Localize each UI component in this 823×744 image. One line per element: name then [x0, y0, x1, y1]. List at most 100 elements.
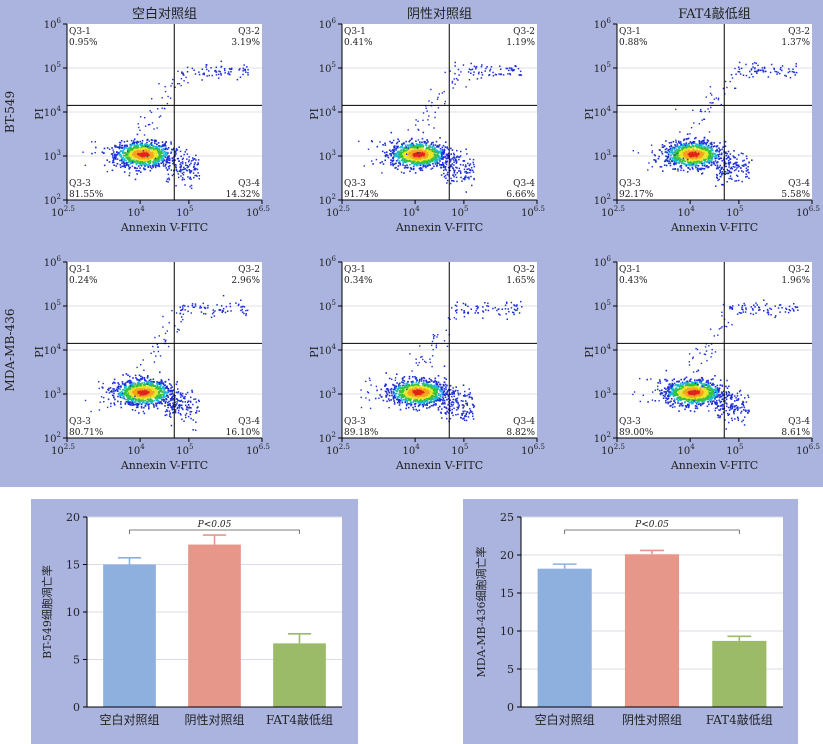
- event-dot: [136, 158, 139, 161]
- event-dot: [130, 162, 133, 164]
- event-dot: [113, 157, 115, 160]
- event-dot: [443, 165, 445, 167]
- event-dot: [704, 159, 706, 162]
- event-dot: [155, 164, 157, 166]
- event-dot: [123, 162, 125, 164]
- event-dot: [409, 163, 411, 166]
- event-dot: [393, 148, 396, 150]
- event-dot: [683, 159, 685, 161]
- event-dot: [385, 153, 388, 156]
- event-dot: [676, 162, 678, 164]
- event-dot: [702, 156, 705, 158]
- event-dot: [709, 147, 711, 149]
- event-dot: [738, 71, 741, 73]
- event-dot: [509, 73, 512, 76]
- scatter-dots: [84, 294, 249, 431]
- event-dot: [434, 163, 437, 165]
- event-dot: [495, 74, 498, 76]
- event-dot: [403, 161, 406, 163]
- event-dot: [716, 149, 719, 152]
- event-dot: [682, 158, 684, 161]
- event-dot: [180, 78, 183, 80]
- event-dot: [162, 155, 164, 158]
- event-dot: [172, 78, 174, 81]
- event-dot: [134, 374, 137, 377]
- event-dot: [440, 158, 443, 160]
- event-dot: [410, 157, 412, 160]
- event-dot: [175, 164, 177, 166]
- event-dot: [128, 394, 131, 397]
- event-dot: [700, 168, 702, 171]
- event-dot: [103, 147, 106, 150]
- event-dot: [734, 166, 736, 168]
- event-dot: [156, 156, 159, 158]
- event-dot: [375, 158, 378, 161]
- event-dot: [153, 151, 155, 153]
- event-dot: [431, 151, 434, 154]
- event-dot: [724, 80, 727, 83]
- event-dot: [124, 152, 127, 155]
- q1-name: Q3-1: [69, 27, 91, 37]
- event-dot: [166, 395, 169, 397]
- event-dot: [411, 153, 413, 155]
- event-dot: [129, 144, 132, 147]
- event-dot: [669, 158, 671, 160]
- event-dot: [419, 168, 421, 170]
- q1-name: Q3-1: [344, 27, 366, 37]
- event-dot: [683, 139, 685, 142]
- event-dot: [131, 161, 134, 163]
- event-dot: [140, 398, 143, 401]
- event-dot: [162, 152, 165, 154]
- event-dot: [148, 384, 150, 387]
- event-dot: [131, 158, 133, 160]
- event-dot: [148, 406, 150, 408]
- event-dot: [710, 106, 712, 109]
- event-dot: [130, 398, 132, 401]
- event-dot: [727, 157, 729, 159]
- event-dot: [198, 71, 200, 73]
- event-dot: [406, 160, 408, 163]
- event-dot: [675, 160, 677, 162]
- event-dot: [430, 168, 432, 170]
- event-dot: [444, 166, 446, 169]
- event-dot: [453, 176, 455, 178]
- event-dot: [400, 171, 403, 173]
- event-dot: [156, 127, 158, 129]
- q1-value: 0.41%: [344, 38, 373, 48]
- q4-value: 14.32%: [226, 190, 261, 200]
- event-dot: [693, 141, 696, 143]
- y-tick-label: 106: [319, 17, 337, 31]
- event-dot: [179, 150, 182, 153]
- event-dot: [409, 153, 411, 155]
- event-dot: [681, 149, 683, 151]
- event-dot: [698, 162, 700, 164]
- event-dot: [718, 153, 721, 156]
- event-dot: [419, 154, 422, 157]
- event-dot: [176, 158, 179, 160]
- event-dot: [172, 398, 174, 400]
- event-dot: [379, 141, 381, 143]
- event-dot: [727, 162, 729, 165]
- event-dot: [171, 399, 173, 401]
- event-dot: [130, 139, 133, 142]
- event-dot: [762, 71, 765, 73]
- event-dot: [187, 166, 189, 168]
- q3-value: 92.17%: [619, 190, 654, 200]
- event-dot: [748, 177, 750, 179]
- event-dot: [697, 156, 700, 158]
- event-dot: [144, 125, 147, 127]
- event-dot: [502, 74, 505, 76]
- event-dot: [705, 147, 708, 150]
- x-tick-exp: 5: [739, 205, 743, 213]
- event-dot: [429, 164, 431, 166]
- event-dot: [400, 151, 403, 154]
- event-dot: [494, 73, 497, 76]
- event-dot: [776, 73, 778, 75]
- event-dot: [684, 155, 686, 158]
- event-dot: [149, 378, 152, 381]
- event-dot: [156, 394, 159, 397]
- event-dot: [158, 145, 160, 147]
- event-dot: [517, 67, 520, 70]
- event-dot: [698, 146, 700, 148]
- event-dot: [150, 142, 152, 145]
